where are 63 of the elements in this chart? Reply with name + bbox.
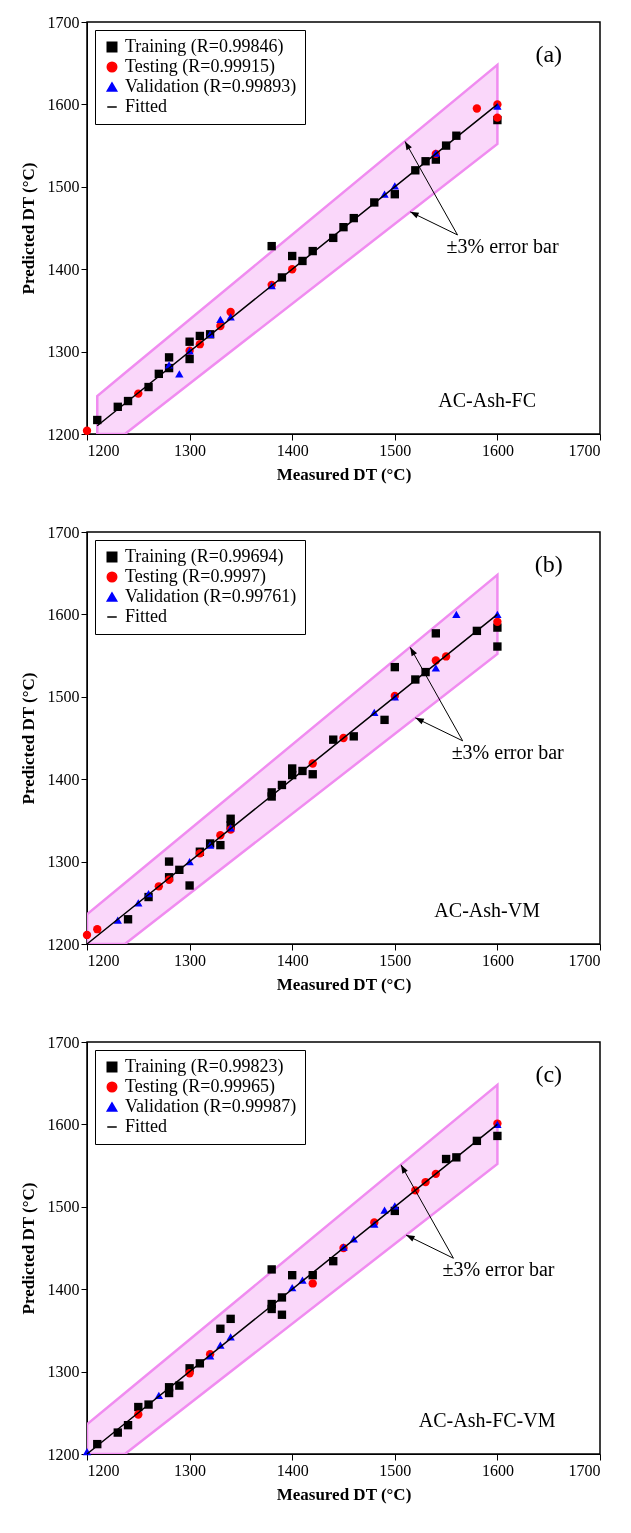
x-tick-label: 1400 [276,441,309,459]
legend-label: Testing (R=0.9997) [125,566,266,587]
y-tick-label: 1400 [47,770,80,788]
x-tick-label: 1400 [276,951,309,969]
y-tick-label: 1600 [47,1115,80,1133]
annotation: (b) [534,550,563,577]
y-tick-label: 1300 [47,853,80,871]
legend-label: Training (R=0.99694) [125,546,284,567]
x-axis-title: Measured DT (°C) [276,974,412,994]
x-tick-label: 1700 [568,441,601,459]
y-tick-label: 1700 [47,523,80,541]
y-tick-label: 1600 [47,95,80,113]
legend-label: Training (R=0.99823) [125,1056,284,1077]
legend-label: Fitted [125,1116,168,1136]
x-tick-label: 1600 [481,441,514,459]
legend-label: Training (R=0.99846) [125,36,284,57]
x-tick-label: 1700 [568,1461,601,1479]
y-tick-label: 1500 [47,178,80,196]
y-tick-label: 1300 [47,1363,80,1381]
x-tick-label: 1200 [87,1461,120,1479]
y-tick-label: 1600 [47,605,80,623]
legend-label: Fitted [125,606,168,626]
x-tick-label: 1500 [379,1461,412,1479]
y-tick-label: 1700 [47,13,80,31]
x-tick-label: 1200 [87,951,120,969]
x-tick-label: 1300 [174,441,207,459]
x-tick-label: 1600 [481,951,514,969]
x-tick-label: 1300 [174,951,207,969]
legend-label: Testing (R=0.99965) [125,1076,275,1097]
legend-label: Validation (R=0.99893) [125,76,297,97]
x-tick-label: 1500 [379,441,412,459]
x-tick-label: 1400 [276,1461,309,1479]
annotation: AC-Ash-FC [438,389,537,412]
annotation: ±3% error bar [451,740,565,763]
y-tick-label: 1200 [47,1445,80,1463]
x-axis-title: Measured DT (°C) [276,464,412,484]
x-tick-label: 1600 [481,1461,514,1479]
y-tick-label: 1200 [47,935,80,953]
y-tick-label: 1400 [47,1280,80,1298]
x-tick-label: 1200 [87,441,120,459]
x-tick-label: 1500 [379,951,412,969]
y-tick-label: 1700 [47,1033,80,1051]
y-axis-title: Predicted DT (°C) [18,162,38,295]
x-axis-title: Measured DT (°C) [276,1484,412,1504]
annotation: AC-Ash-VM [434,899,541,922]
y-tick-label: 1200 [47,425,80,443]
y-tick-label: 1300 [47,343,80,361]
annotation: (a) [535,40,563,67]
annotation: AC-Ash-FC-VM [418,1409,556,1432]
y-tick-label: 1500 [47,1198,80,1216]
legend-label: Testing (R=0.99915) [125,56,275,77]
legend-label: Validation (R=0.99761) [125,586,297,607]
annotation: ±3% error bar [442,1258,555,1281]
x-tick-label: 1300 [174,1461,207,1479]
y-tick-label: 1400 [47,260,80,278]
legend-label: Fitted [125,96,168,116]
legend-label: Validation (R=0.99987) [125,1096,297,1117]
annotation: ±3% error bar [446,234,559,257]
annotation: (c) [535,1060,563,1087]
y-axis-title: Predicted DT (°C) [18,672,38,805]
y-axis-title: Predicted DT (°C) [18,1182,38,1315]
y-tick-label: 1500 [47,688,80,706]
x-tick-label: 1700 [568,951,601,969]
